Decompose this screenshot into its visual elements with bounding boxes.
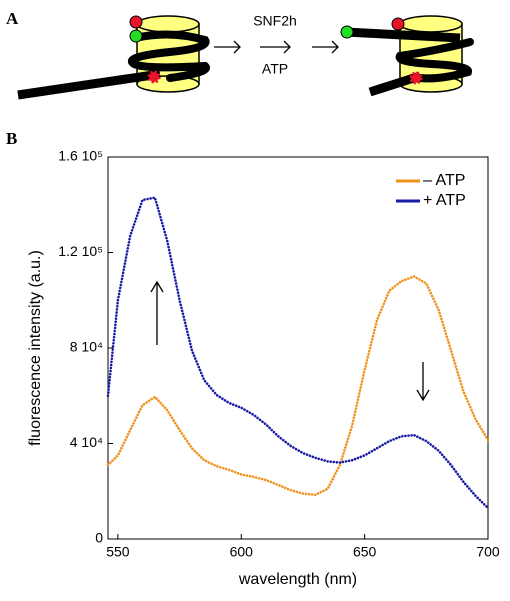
series-line — [106, 196, 490, 510]
annotation-arrows — [150, 280, 430, 402]
nucleosome-after — [340, 15, 474, 97]
y-tick-label: 4 10⁴ — [70, 434, 103, 450]
y-tick-label: 0 — [95, 530, 103, 546]
nucleosome-before — [17, 15, 210, 100]
enzyme-label: SNF2h — [253, 13, 297, 29]
x-tick-label: 550 — [106, 544, 130, 560]
y-tick-label: 1.6 10⁵ — [58, 148, 103, 164]
plot-frame — [107, 156, 489, 540]
legend-label: + ATP — [423, 192, 466, 209]
panel-label: B — [6, 129, 17, 148]
x-tick-label: 650 — [353, 544, 377, 560]
y-axis-label: fluorescence intensity (a.u.) — [27, 250, 44, 446]
series-line — [106, 274, 490, 497]
x-tick-label: 700 — [476, 544, 500, 560]
x-axis-label: wavelength (nm) — [238, 571, 357, 588]
arrows — [214, 40, 339, 54]
cofactor-label: ATP — [262, 61, 288, 77]
x-tick-label: 600 — [230, 544, 254, 560]
y-tick-label: 1.2 10⁵ — [58, 243, 103, 259]
legend-label: – ATP — [423, 172, 465, 189]
y-tick-label: 8 10⁴ — [70, 339, 103, 355]
panel-label: A — [6, 9, 19, 28]
